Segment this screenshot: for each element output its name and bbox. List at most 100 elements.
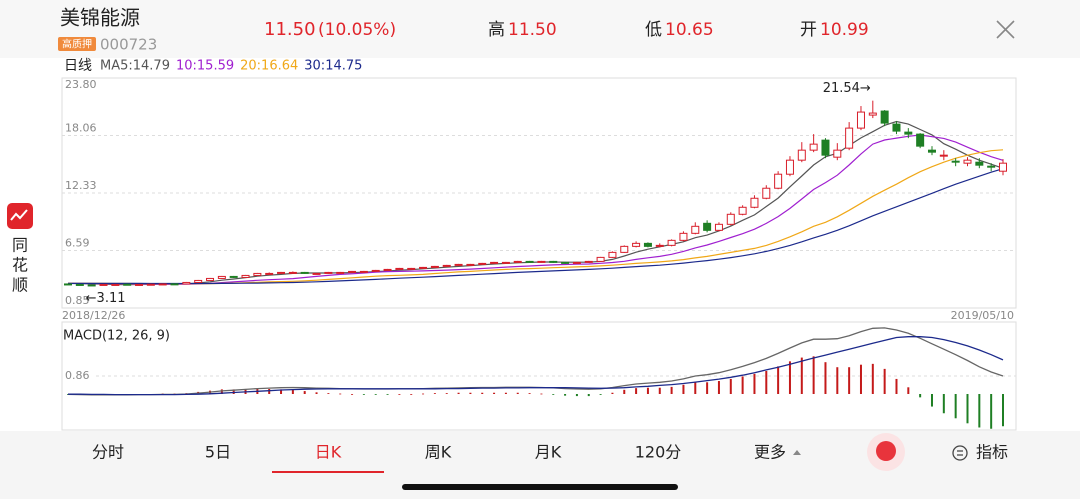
macd-bar	[706, 382, 709, 394]
candle-body	[821, 139, 830, 156]
candle-body	[904, 131, 913, 135]
candle-body	[170, 283, 179, 286]
candle-body	[312, 272, 321, 275]
macd-bar	[848, 367, 851, 394]
macd-bar	[493, 392, 496, 394]
macd-bar	[670, 386, 673, 394]
candle-body	[927, 149, 936, 153]
stock-name: 美锦能源	[60, 6, 140, 30]
badge: 高质押	[62, 38, 92, 51]
chart-title: 日线	[64, 58, 92, 74]
stock-code: 000723	[100, 36, 157, 54]
candle-body	[478, 262, 487, 265]
legend-entry: 20:16.64	[240, 59, 298, 74]
candle-body	[845, 127, 854, 149]
candle-body	[99, 283, 108, 286]
macd-bar	[753, 373, 756, 394]
macd-bar	[433, 393, 436, 394]
ma-line	[68, 149, 1004, 285]
tab[interactable]: 分时	[92, 443, 124, 462]
candle-body	[359, 270, 368, 273]
stat-value: 10.99	[820, 20, 869, 40]
candle-body	[111, 283, 120, 286]
tab[interactable]: 更多	[754, 443, 786, 462]
candle-body	[525, 260, 534, 263]
tab[interactable]: 5日	[205, 443, 231, 462]
candle-body	[194, 279, 203, 283]
candle-body	[596, 256, 605, 262]
macd-bar	[587, 394, 590, 397]
record-button[interactable]	[876, 441, 896, 461]
candle-body	[561, 261, 570, 264]
macd-bar	[374, 394, 377, 395]
candle-body	[430, 265, 439, 268]
macd-bar	[469, 392, 472, 394]
stats: 高 11.50 低 10.65 开 10.99	[488, 20, 869, 40]
badge-bg	[58, 37, 96, 51]
candle-body	[750, 197, 759, 208]
x-date-label: 2018/12/26	[62, 309, 125, 322]
macd-bar	[564, 394, 567, 396]
candle-body	[265, 272, 274, 275]
candle-body	[892, 123, 901, 132]
y-tick-label: 0.86	[65, 369, 90, 382]
price: 11.50	[264, 19, 316, 40]
macd-bar	[386, 394, 389, 395]
macd-bar	[635, 388, 638, 394]
candle-body	[951, 160, 960, 163]
indicator-icon[interactable]	[952, 445, 968, 461]
candle-body	[501, 261, 510, 264]
macd-bar	[422, 393, 425, 395]
tabs: 分时 5日 日K 周K 月K 120分 更多	[92, 443, 786, 473]
macd-bar	[552, 394, 555, 395]
y-tick-label: 12.33	[65, 179, 97, 192]
candle-body	[584, 260, 593, 263]
candle-body	[999, 162, 1007, 172]
close-icon[interactable]	[996, 20, 1015, 39]
brand-logo	[7, 203, 33, 229]
macd-bar	[504, 392, 507, 394]
brand-char: 花	[12, 256, 28, 275]
macd-bar	[646, 387, 649, 394]
candle-body	[371, 269, 380, 272]
macd-bar	[268, 388, 271, 394]
candle-body	[880, 110, 889, 124]
macd-bar	[220, 389, 223, 394]
stat-label: 高	[488, 20, 505, 40]
indicator-tab[interactable]: 指标	[976, 443, 1008, 462]
candle-body	[490, 261, 499, 264]
ma-line	[68, 134, 1004, 285]
candle-body	[726, 213, 735, 225]
macd-bar	[694, 381, 697, 394]
candle-body	[963, 159, 972, 164]
macd-bar	[1002, 394, 1004, 427]
macd-line	[67, 327, 1004, 396]
candle-body	[407, 267, 416, 270]
candle-body	[241, 274, 250, 278]
brand-char: 同	[12, 236, 28, 255]
tab[interactable]: 120分	[635, 443, 682, 462]
tab[interactable]: 日K	[315, 443, 342, 462]
candle-body	[643, 242, 652, 247]
macd-bar	[339, 393, 342, 395]
tab[interactable]: 周K	[425, 443, 452, 462]
macd-bar	[611, 392, 614, 394]
candle-body	[454, 263, 463, 266]
macd-bar	[658, 387, 661, 394]
header-bg	[0, 0, 1080, 58]
stat-value: 10.65	[665, 20, 714, 40]
macd-bar	[315, 392, 318, 394]
candle-body	[762, 187, 771, 199]
candle-body	[774, 173, 783, 189]
close-button[interactable]	[996, 20, 1015, 39]
candle-body	[442, 264, 451, 267]
candle-body	[703, 222, 712, 231]
macd-bar	[623, 389, 626, 394]
tab[interactable]: 月K	[535, 443, 562, 462]
macd-bar	[954, 394, 957, 419]
candle-body	[691, 225, 700, 234]
candle-body	[975, 161, 984, 166]
x-date-label: 2019/05/10	[951, 309, 1014, 322]
macd-bar	[528, 393, 531, 394]
